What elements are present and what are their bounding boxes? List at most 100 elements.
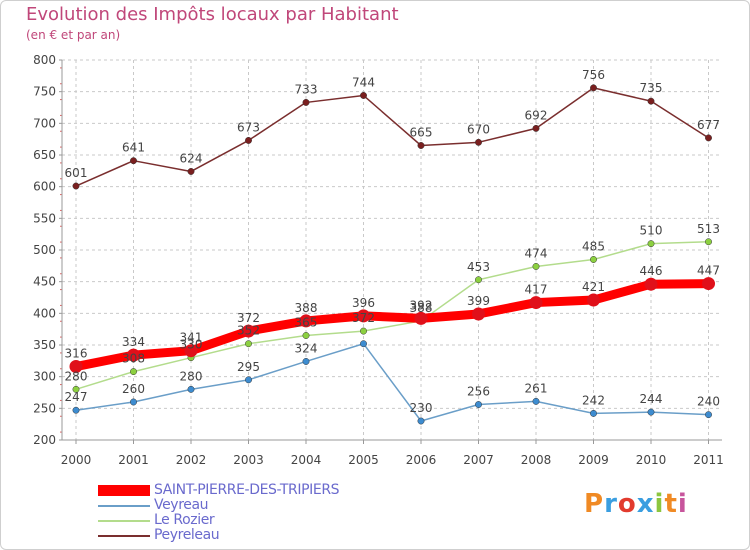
data-point: [647, 97, 655, 105]
y-tick-label: 400: [33, 306, 56, 320]
data-label: 372: [352, 311, 375, 325]
legend-label: Peyreleau: [154, 527, 220, 543]
data-point: [245, 136, 252, 144]
data-point: [590, 409, 597, 417]
data-label: 247: [65, 390, 88, 404]
data-point: [590, 256, 597, 263]
data-point: [184, 344, 198, 358]
x-tick-label: 2001: [118, 453, 149, 467]
legend-label: Le Rozier: [154, 512, 215, 528]
data-point: [130, 157, 137, 165]
series-line: [75, 241, 710, 391]
data-point: [414, 311, 428, 325]
data-point: [532, 263, 540, 270]
data-label: 260: [122, 382, 145, 396]
logo-letter: t: [664, 489, 678, 519]
data-point: [357, 309, 370, 323]
data-point: [245, 340, 252, 348]
legend-label: SAINT-PIERRE-DES-TRIPIERS: [154, 482, 340, 498]
data-point: [130, 398, 137, 406]
data-label: 324: [295, 341, 318, 355]
data-point: [705, 411, 712, 419]
logo-letter: P: [584, 489, 605, 519]
data-label: 756: [582, 68, 605, 82]
y-tick-label: 300: [33, 370, 56, 384]
data-label: 421: [582, 280, 605, 294]
y-tick-label: 500: [33, 243, 56, 257]
data-point: [475, 138, 482, 146]
data-label: 352: [237, 324, 260, 338]
proxiti-logo: Proxiti: [584, 489, 688, 519]
data-label: 308: [122, 352, 145, 366]
data-label: 240: [697, 395, 720, 409]
data-label: 316: [65, 347, 88, 361]
data-label: 601: [65, 166, 88, 180]
series-line: [75, 342, 710, 422]
y-tick-label: 700: [33, 116, 56, 130]
data-label: 392: [410, 298, 433, 312]
x-tick-label: 2011: [693, 453, 724, 467]
data-point: [299, 314, 313, 328]
y-tick-label: 250: [33, 401, 56, 415]
logo-letter: x: [636, 489, 655, 519]
y-tick-label: 650: [33, 148, 56, 162]
data-label: 388: [295, 301, 318, 315]
data-point: [702, 277, 715, 291]
chart-subtitle: (en € et par an): [26, 28, 121, 42]
data-label: 510: [640, 224, 663, 238]
x-tick-label: 2008: [521, 453, 552, 467]
legend-swatch: [98, 535, 150, 537]
data-label: 665: [410, 126, 433, 140]
data-point: [417, 417, 425, 425]
data-point: [644, 277, 658, 291]
y-tick-label: 350: [33, 338, 56, 352]
y-tick-label: 450: [33, 275, 56, 289]
legend-label: Veyreau: [154, 497, 209, 513]
series-line: [71, 279, 713, 372]
x-tick-label: 2000: [61, 453, 92, 467]
data-label: 256: [467, 385, 490, 399]
data-point: [187, 385, 195, 393]
data-label: 280: [65, 369, 88, 383]
data-point: [472, 307, 485, 321]
data-label: 513: [697, 222, 720, 236]
data-label: 365: [295, 316, 318, 330]
data-label: 670: [467, 122, 490, 136]
data-label: 417: [525, 283, 548, 297]
data-point: [360, 327, 367, 335]
data-label: 692: [525, 108, 548, 122]
data-point: [242, 324, 255, 338]
data-label: 399: [467, 294, 490, 308]
logo-letter: i: [654, 489, 665, 519]
data-label: 474: [525, 246, 548, 260]
data-label: 372: [237, 311, 260, 325]
legend-swatch: [98, 520, 150, 522]
data-label: 341: [180, 331, 203, 345]
data-point: [529, 296, 543, 310]
data-label: 447: [697, 264, 720, 278]
data-label: 446: [640, 264, 663, 278]
data-label: 673: [237, 120, 260, 134]
data-point: [72, 385, 80, 393]
logo-letter: r: [604, 489, 618, 519]
data-label: 330: [180, 338, 203, 352]
data-label: 396: [352, 296, 375, 310]
data-point: [72, 182, 80, 190]
data-label: 280: [180, 369, 203, 383]
data-point: [130, 368, 137, 376]
x-tick-label: 2004: [291, 453, 322, 467]
series-line: [75, 87, 710, 187]
data-point: [705, 134, 712, 142]
data-label: 334: [122, 335, 145, 349]
y-tick-label: 750: [33, 85, 56, 99]
data-point: [475, 276, 482, 284]
data-label: 485: [582, 240, 605, 254]
data-label: 242: [582, 393, 605, 407]
legend-swatch: [98, 485, 150, 496]
y-tick-label: 800: [33, 53, 56, 67]
data-label: 388: [410, 301, 433, 315]
data-point: [360, 92, 367, 99]
data-label: 230: [410, 401, 433, 415]
x-tick-label: 2007: [463, 453, 494, 467]
